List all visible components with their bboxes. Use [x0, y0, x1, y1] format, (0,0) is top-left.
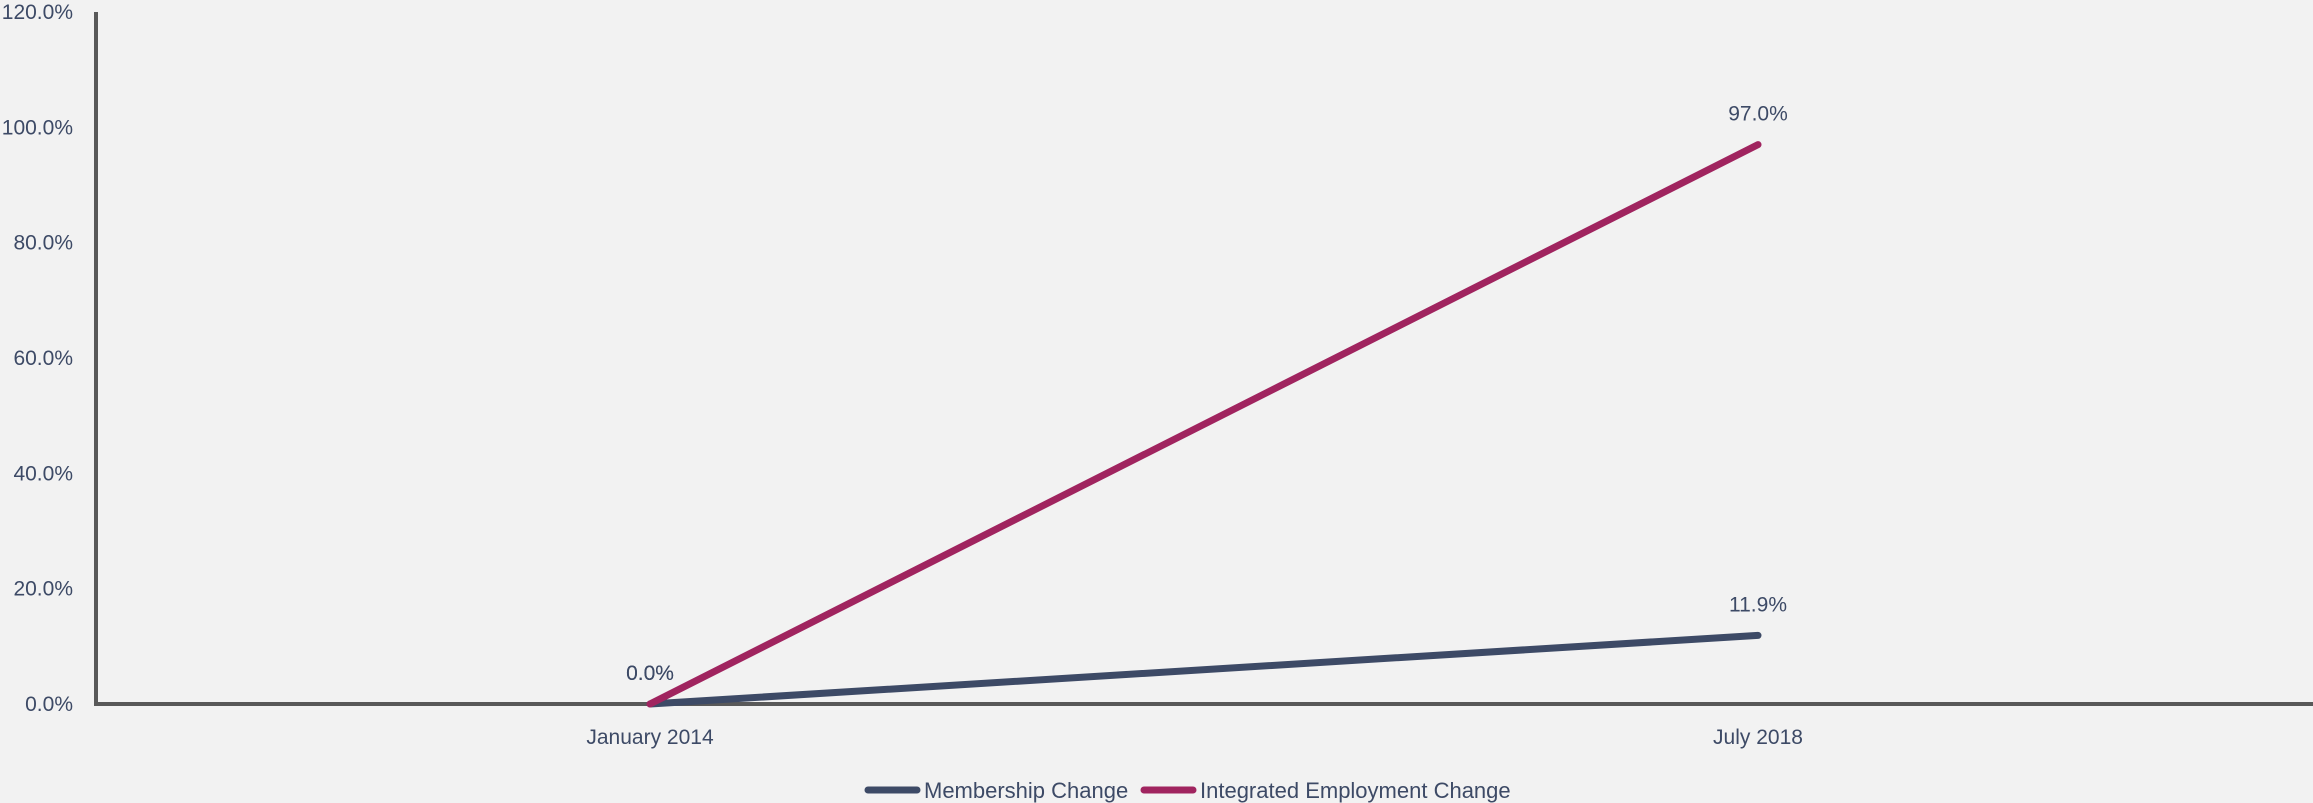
x-axis-tick-labels: January 2014 July 2018 — [586, 726, 1803, 749]
x-tick-label: July 2018 — [1713, 726, 1803, 749]
y-tick-label: 60.0% — [13, 347, 73, 370]
legend-label: Integrated Employment Change — [1200, 778, 1511, 803]
legend: Membership Change Integrated Employment C… — [864, 778, 1511, 803]
y-axis-tick-labels: 0.0% 20.0% 40.0% 60.0% 80.0% 100.0% 120.0% — [2, 1, 73, 716]
data-labels: 0.0%11.9%0.0%97.0% — [626, 103, 1788, 685]
data-label: 0.0% — [626, 662, 674, 685]
y-tick-label: 0.0% — [25, 693, 73, 716]
y-tick-label: 100.0% — [2, 116, 73, 139]
y-tick-label: 40.0% — [13, 462, 73, 485]
data-label: 0.0% — [626, 662, 674, 685]
y-tick-label: 20.0% — [13, 578, 73, 601]
y-tick-label: 80.0% — [13, 232, 73, 255]
series-line-membership-change — [646, 631, 1762, 708]
series-line-integrated-employment-change — [646, 141, 1762, 708]
data-label: 11.9% — [1729, 593, 1787, 616]
x-tick-label: January 2014 — [586, 726, 714, 749]
y-tick-label: 120.0% — [2, 1, 73, 24]
data-label: 97.0% — [1728, 103, 1788, 126]
legend-label: Membership Change — [924, 778, 1128, 803]
series-lines — [646, 141, 1762, 708]
